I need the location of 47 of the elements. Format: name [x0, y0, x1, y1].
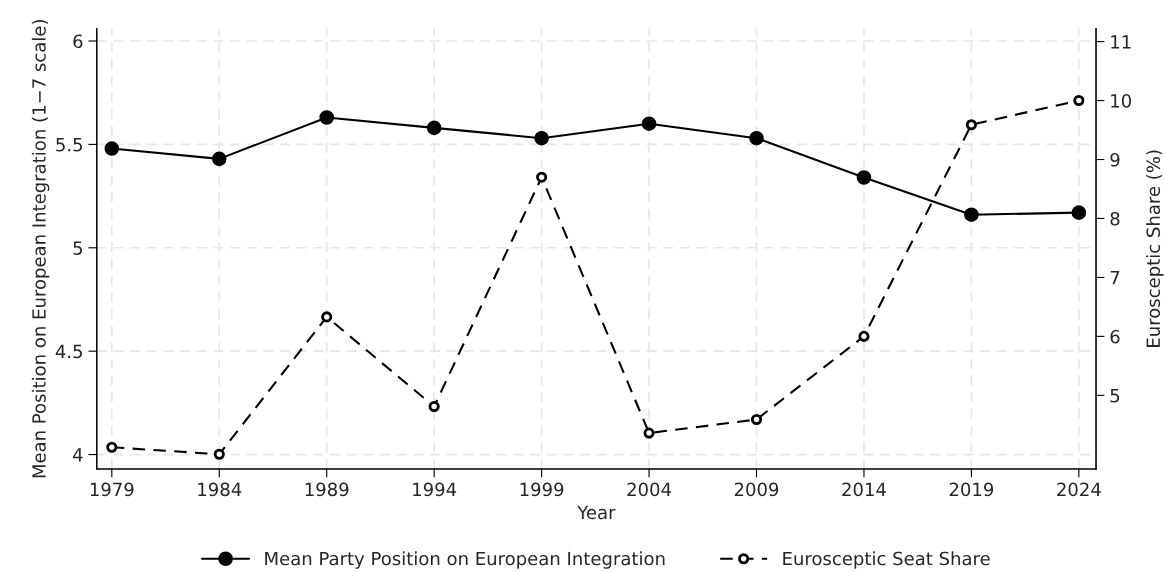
y2-tick-label: 8	[1110, 211, 1120, 226]
x-tick-label: 2004	[627, 482, 672, 497]
point	[643, 427, 655, 439]
y2-tick-label: 11	[1111, 35, 1131, 49]
point	[106, 441, 118, 453]
y2-tick-label: 5	[1110, 389, 1120, 403]
legend-label: Eurosceptic Seat Share	[783, 551, 990, 569]
point	[1073, 94, 1085, 107]
point	[534, 130, 549, 146]
legend-label: Mean Party Position on European Integration	[265, 551, 665, 569]
x-axis-title: Year	[577, 505, 616, 520]
point	[321, 311, 333, 323]
x-tick-label: 2024	[1057, 482, 1101, 497]
y2-axis-title: Eurosceptic Share (%)	[1146, 150, 1164, 347]
point	[641, 116, 657, 132]
point	[211, 151, 227, 167]
x-tick-label: 1979	[90, 482, 134, 497]
y2-tick-label: 10	[1111, 93, 1132, 108]
point	[965, 119, 977, 131]
x-tick-label: 1999	[520, 482, 564, 497]
x-tick-label: 2009	[734, 482, 779, 497]
x-tick-label: 2019	[949, 482, 994, 497]
y-tick-label: 4.5	[55, 344, 83, 359]
y2-tick-label: 9	[1110, 152, 1120, 167]
x-tick-label: 1994	[413, 482, 457, 497]
point	[1071, 205, 1087, 220]
point	[749, 130, 764, 146]
point	[104, 141, 120, 156]
y-tick-label: 5	[73, 241, 83, 255]
y-axis-title: Mean Position on European Integration (1−7 scale)	[31, 20, 50, 478]
y-tick-label: 5.5	[56, 138, 83, 152]
y-tick-label: 6	[73, 34, 83, 49]
x-tick-label: 2014	[842, 482, 886, 497]
x-tick-label: 1989	[305, 482, 349, 497]
point	[858, 330, 870, 342]
point	[428, 400, 440, 413]
y-tick-label: 4	[72, 448, 83, 462]
point	[856, 170, 872, 185]
y2-tick-label: 6	[1110, 329, 1120, 344]
point	[536, 171, 548, 183]
point	[964, 207, 979, 222]
y2-tick-label: 7	[1110, 271, 1120, 285]
point	[426, 120, 442, 136]
x-tick-label: 1984	[198, 482, 242, 497]
point	[750, 413, 763, 426]
point	[213, 448, 225, 460]
point	[319, 110, 335, 125]
